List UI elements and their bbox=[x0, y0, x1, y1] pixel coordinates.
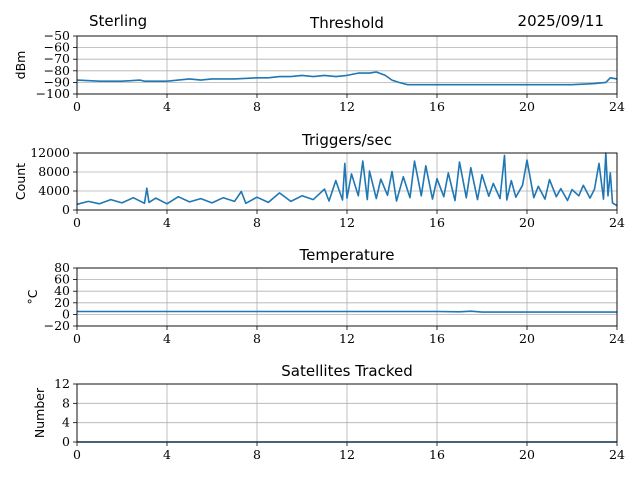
date-label: 2025/09/11 bbox=[517, 12, 604, 30]
temperature-xtick-label: 8 bbox=[253, 331, 261, 346]
triggers-sec-title: Triggers/sec bbox=[301, 131, 392, 149]
triggers-sec-ytick-label: 4000 bbox=[38, 183, 70, 198]
satellites-tracked-xtick-label: 16 bbox=[429, 447, 445, 462]
satellites-tracked-xtick-label: 0 bbox=[73, 447, 81, 462]
threshold-title: Threshold bbox=[309, 14, 384, 32]
threshold-ytick-label: −60 bbox=[44, 40, 70, 55]
threshold-xtick-label: 16 bbox=[429, 99, 445, 114]
temperature-xtick-label: 24 bbox=[609, 331, 625, 346]
station-name: Sterling bbox=[89, 12, 148, 30]
threshold-ylabel: dBm bbox=[13, 51, 28, 80]
satellites-tracked-ytick-label: 4 bbox=[62, 415, 70, 430]
triggers-sec-xtick-label: 20 bbox=[519, 215, 535, 230]
triggers-sec-frame bbox=[76, 152, 618, 211]
threshold-ytick-label: −90 bbox=[44, 74, 70, 89]
satellites-tracked-xtick-label: 24 bbox=[609, 447, 625, 462]
threshold-ytick-label: −70 bbox=[44, 51, 70, 66]
temperature-ytick-label: 40 bbox=[54, 283, 70, 298]
temperature-ytick-label: 80 bbox=[54, 260, 70, 275]
temperature-ytick-label: 20 bbox=[54, 295, 70, 310]
temperature-series-temperature bbox=[77, 310, 617, 313]
triggers-sec-xtick-label: 8 bbox=[253, 215, 261, 230]
threshold-xtick-label: 0 bbox=[73, 99, 81, 114]
temperature-ytick-label: −20 bbox=[44, 318, 70, 333]
threshold-xtick-label: 20 bbox=[519, 99, 535, 114]
triggers-sec-series-triggers bbox=[76, 152, 618, 207]
temperature-xtick-label: 16 bbox=[429, 331, 445, 346]
threshold-xtick-label: 12 bbox=[339, 99, 355, 114]
triggers-sec-xtick-label: 24 bbox=[609, 215, 625, 230]
triggers-sec-xtick-label: 4 bbox=[163, 215, 171, 230]
triggers-sec-ytick-label: 8000 bbox=[38, 164, 70, 179]
satellites-tracked-ytick-label: 0 bbox=[62, 434, 70, 449]
satellites-tracked-xtick-label: 12 bbox=[339, 447, 355, 462]
triggers-sec-ytick-label: 12000 bbox=[30, 145, 70, 160]
satellites-tracked-xtick-label: 20 bbox=[519, 447, 535, 462]
threshold-ytick-label: −50 bbox=[44, 28, 70, 43]
satellites-tracked-ytick-label: 12 bbox=[54, 376, 70, 391]
threshold-series-threshold bbox=[76, 71, 618, 86]
satellites-tracked-ytick-label: 8 bbox=[62, 395, 70, 410]
temperature-xtick-label: 4 bbox=[163, 331, 171, 346]
threshold-xtick-label: 8 bbox=[253, 99, 261, 114]
satellites-tracked-ylabel: Number bbox=[32, 387, 47, 438]
satellites-tracked-xtick-label: 4 bbox=[163, 447, 171, 462]
threshold-ytick-label: −100 bbox=[36, 86, 70, 101]
threshold-ytick-label: −80 bbox=[44, 63, 70, 78]
triggers-sec-ylabel: Count bbox=[13, 163, 28, 200]
temperature-ylabel: °C bbox=[25, 289, 40, 304]
threshold-frame bbox=[76, 35, 618, 95]
satellites-tracked-xtick-label: 8 bbox=[253, 447, 261, 462]
temperature-ytick-label: 0 bbox=[62, 306, 70, 321]
temperature-title: Temperature bbox=[298, 246, 394, 264]
triggers-sec-xtick-label: 0 bbox=[73, 215, 81, 230]
temperature-xtick-label: 20 bbox=[519, 331, 535, 346]
temperature-xtick-label: 12 bbox=[339, 331, 355, 346]
temperature-ytick-label: 60 bbox=[54, 272, 70, 287]
temperature-frame bbox=[76, 267, 618, 327]
satellites-tracked-title: Satellites Tracked bbox=[281, 362, 412, 380]
triggers-sec-xtick-label: 16 bbox=[429, 215, 445, 230]
triggers-sec-ytick-label: 0 bbox=[62, 202, 70, 217]
triggers-sec-xtick-label: 12 bbox=[339, 215, 355, 230]
temperature-xtick-label: 0 bbox=[73, 331, 81, 346]
satellites-tracked-frame bbox=[76, 383, 618, 443]
threshold-xtick-label: 4 bbox=[163, 99, 171, 114]
threshold-xtick-label: 24 bbox=[609, 99, 625, 114]
